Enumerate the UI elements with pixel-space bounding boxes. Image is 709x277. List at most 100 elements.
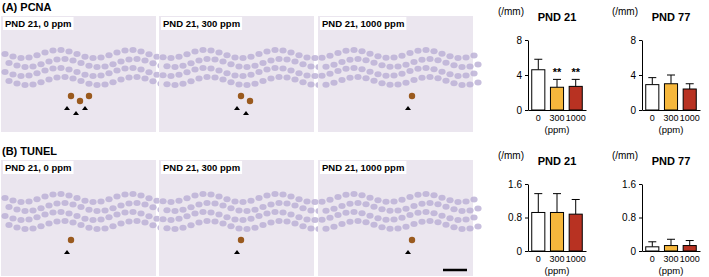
cell xyxy=(183,213,190,219)
cell xyxy=(191,211,198,217)
image-label-box: PND 21, 300 ppm xyxy=(161,161,242,174)
cell xyxy=(219,203,226,209)
cell-layer xyxy=(159,47,322,88)
stained-cell xyxy=(238,93,244,99)
image-label-background xyxy=(161,17,242,30)
cell xyxy=(93,64,100,70)
cell xyxy=(318,55,325,61)
cell xyxy=(342,210,349,216)
y-axis-label: (/mm) xyxy=(612,150,638,161)
y-tick-label: 0 xyxy=(516,105,522,116)
cell xyxy=(374,215,381,221)
bar xyxy=(683,246,696,251)
y-tick: 1.6 xyxy=(622,179,642,190)
y-axis-line xyxy=(528,41,529,111)
cell xyxy=(287,212,294,218)
cell xyxy=(311,73,318,79)
bar xyxy=(532,212,545,251)
chart-title: PND 77 xyxy=(652,155,691,167)
y-tick-label: 0.8 xyxy=(622,212,636,223)
y-tick-label: 0 xyxy=(630,246,636,257)
cell xyxy=(41,194,48,200)
cell xyxy=(303,198,310,204)
micrograph-background xyxy=(1,16,156,132)
cell xyxy=(117,221,124,227)
cell xyxy=(243,226,250,232)
cell xyxy=(65,66,72,72)
cell xyxy=(291,221,298,227)
error-bar xyxy=(652,78,653,85)
cell xyxy=(418,219,425,225)
error-cap xyxy=(534,193,542,194)
y-tick: 4 xyxy=(516,70,528,81)
cell xyxy=(195,58,202,64)
cell xyxy=(85,225,92,231)
cell xyxy=(450,80,457,86)
cell xyxy=(307,81,314,87)
cell xyxy=(275,74,282,80)
bar xyxy=(683,89,696,110)
bar-chart: PND 77(/mm)00.81.603001000(ppm) xyxy=(612,150,701,276)
cell xyxy=(73,213,80,219)
cell xyxy=(418,75,425,81)
cell xyxy=(394,82,401,88)
cell xyxy=(346,57,353,63)
cell xyxy=(113,50,120,56)
cell xyxy=(203,200,210,206)
image-label-box: PND 21, 0 ppm xyxy=(3,17,74,30)
y-tick: 0 xyxy=(630,105,642,116)
micrograph: PND 21, 0 ppm xyxy=(1,160,165,276)
cell xyxy=(338,203,345,209)
cell xyxy=(390,55,397,61)
cell xyxy=(101,63,108,69)
cell xyxy=(211,56,218,62)
x-tick-label: 300 xyxy=(663,113,678,123)
cell xyxy=(279,65,286,71)
cell xyxy=(370,78,377,84)
cell xyxy=(434,75,441,81)
cell xyxy=(342,48,349,54)
y-axis-label: (/mm) xyxy=(498,6,524,17)
cell xyxy=(65,210,72,216)
cell xyxy=(235,81,242,87)
cell xyxy=(255,51,262,57)
cell xyxy=(13,225,20,231)
cell xyxy=(89,199,96,205)
cell xyxy=(311,199,318,205)
bar xyxy=(569,86,582,110)
bar xyxy=(569,214,582,251)
micrograph-background xyxy=(159,160,314,276)
cell xyxy=(33,214,40,220)
cell xyxy=(267,201,274,207)
cell xyxy=(183,195,190,201)
cell xyxy=(398,53,405,59)
cell xyxy=(247,72,254,78)
cell xyxy=(101,225,108,231)
x-tick-label: 1000 xyxy=(566,113,586,123)
cell xyxy=(167,217,174,223)
cell xyxy=(81,216,88,222)
cell xyxy=(167,73,174,79)
cell xyxy=(121,47,128,53)
cell xyxy=(366,51,373,57)
cell xyxy=(422,65,429,71)
scale-bar xyxy=(443,269,467,272)
cell xyxy=(33,52,40,58)
cell xyxy=(207,65,214,71)
cell xyxy=(57,47,64,53)
cell xyxy=(279,209,286,215)
cell xyxy=(125,218,132,224)
cell xyxy=(406,212,413,218)
image-label-background xyxy=(3,17,74,30)
cell xyxy=(251,225,258,231)
cell xyxy=(9,198,16,204)
cell xyxy=(85,207,92,213)
cell xyxy=(307,207,314,213)
cell xyxy=(227,61,234,67)
cell xyxy=(275,56,282,62)
cell xyxy=(97,216,104,222)
cell xyxy=(207,209,214,215)
cell xyxy=(299,61,306,67)
cell xyxy=(346,219,353,225)
cell xyxy=(239,55,246,61)
